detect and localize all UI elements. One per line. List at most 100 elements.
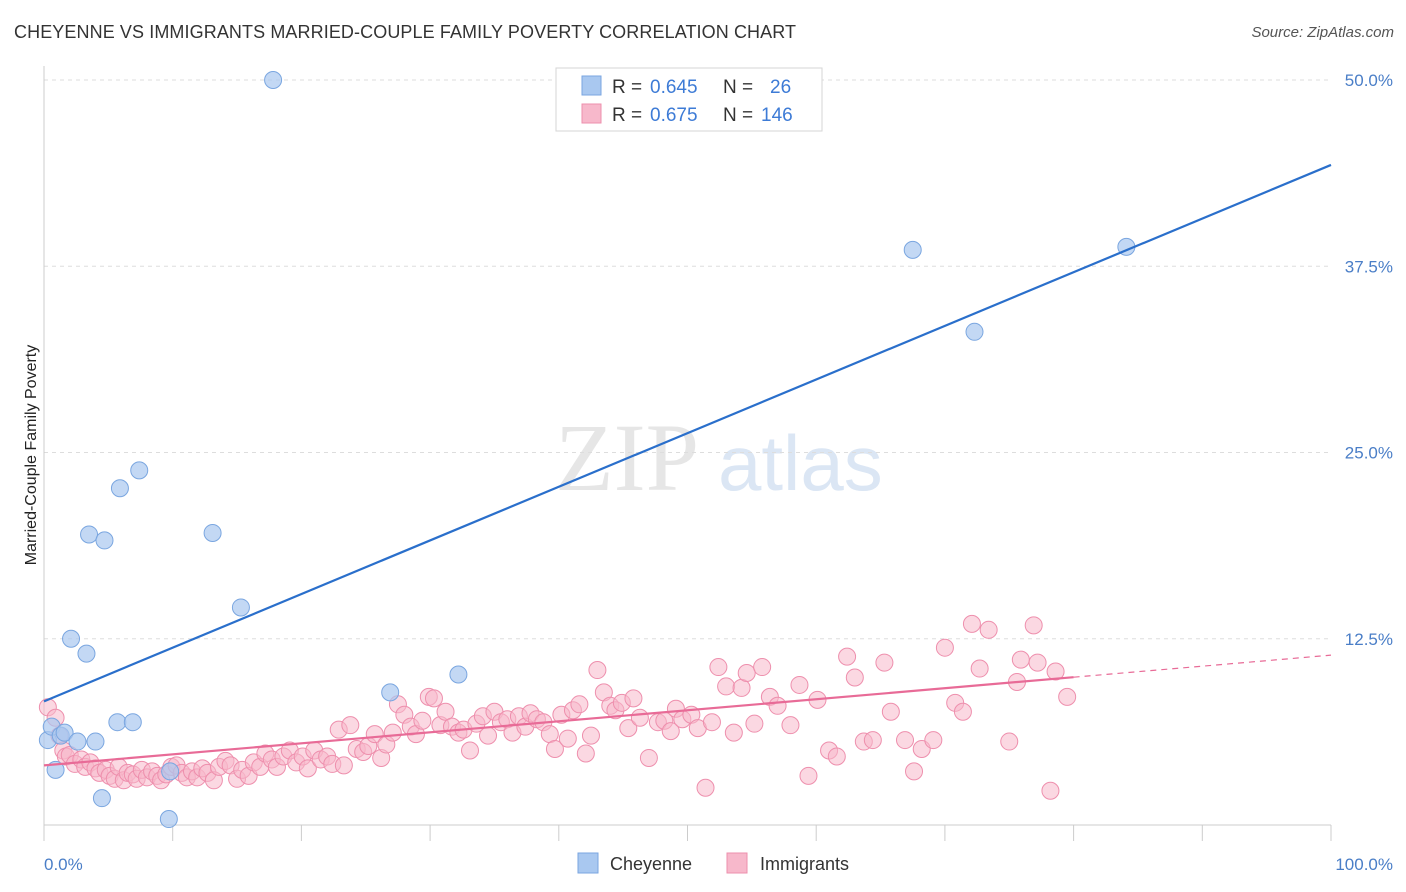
cheyenne-point-13: [110, 479, 129, 498]
cheyenne-point-8: [80, 525, 99, 544]
immigrants-point-56: [334, 756, 353, 775]
immigrants-point-137: [896, 731, 915, 750]
chart-title: CHEYENNE VS IMMIGRANTS MARRIED-COUPLE FA…: [14, 22, 797, 42]
immigrants-point-152: [1041, 781, 1060, 800]
correlation-legend: R = 0.645 N = 26 R = 0.675 N = 146: [555, 67, 823, 132]
immigrants-point-145: [970, 659, 989, 678]
cheyenne-point-18: [203, 523, 222, 542]
immigrants-point-50: [298, 759, 317, 778]
legend-n-label-immigrants: N =: [723, 105, 753, 126]
immigrants-point-77: [460, 741, 479, 760]
cheyenne-point-5: [62, 629, 81, 648]
immigrants-point-117: [717, 677, 736, 696]
cheyenne-point-7: [77, 644, 96, 663]
legend-swatch-immigrants: [581, 103, 602, 124]
immigrants-point-64: [383, 723, 402, 742]
bottom-legend-swatch-cheyenne: [577, 852, 599, 874]
immigrants-point-138: [905, 762, 924, 781]
immigrants-point-95: [570, 695, 589, 714]
bottom-legend-label-immigrants: Immigrants: [760, 854, 849, 874]
immigrants-point-144: [962, 614, 981, 633]
cheyenne-point-24: [965, 322, 984, 341]
immigrants-point-132: [845, 668, 864, 687]
immigrants-point-122: [753, 658, 772, 677]
immigrants-point-57: [341, 716, 360, 735]
immigrants-point-147: [1000, 732, 1019, 751]
cheyenne-point-9: [86, 732, 105, 751]
tick-labels: 12.5% 25.0% 37.5% 50.0% 0.0% 100.0%: [44, 71, 1393, 874]
grid-lines: [44, 79, 1331, 640]
immigrants-point-109: [661, 722, 680, 741]
legend-r-label-cheyenne: R =: [612, 77, 642, 98]
cheyenne-point-6: [68, 732, 87, 751]
cheyenne-point-22: [449, 665, 468, 684]
immigrants-point-120: [737, 664, 756, 683]
cheyenne-point-21: [381, 683, 400, 702]
immigrants-point-125: [781, 716, 800, 735]
immigrants-point-121: [745, 714, 764, 733]
x-tick-label-0: 0.0%: [44, 855, 83, 874]
cheyenne-point-10: [92, 789, 111, 808]
immigrants-point-150: [1024, 616, 1043, 635]
immigrants-point-136: [881, 702, 900, 721]
immigrants-point-149: [1011, 650, 1030, 669]
immigrants-point-80: [479, 726, 498, 745]
immigrants-point-93: [558, 729, 577, 748]
legend-n-value-cheyenne: 26: [770, 77, 791, 98]
series-legend: Cheyenne Immigrants: [577, 852, 849, 874]
cheyenne-point-12: [108, 713, 127, 732]
legend-n-value-immigrants: 146: [761, 105, 793, 126]
immigrants-trend-line: [43, 676, 1074, 767]
legend-n-label-cheyenne: N =: [723, 77, 753, 98]
cheyenne-trend-line: [43, 163, 1332, 703]
legend-r-value-cheyenne: 0.645: [650, 77, 698, 98]
immigrants-points: [38, 614, 1077, 800]
immigrants-point-105: [630, 708, 649, 727]
cheyenne-point-17: [161, 762, 180, 781]
immigrants-point-126: [790, 675, 809, 694]
y-tick-label-2: 37.5%: [1345, 257, 1393, 276]
immigrants-point-91: [545, 740, 564, 759]
immigrants-point-124: [768, 696, 787, 715]
immigrants-point-154: [1058, 687, 1077, 706]
watermark-atlas: atlas: [718, 419, 883, 507]
cheyenne-point-20: [264, 71, 283, 89]
immigrants-trend-extension: [1073, 654, 1332, 678]
y-tick-label-1: 25.0%: [1345, 444, 1393, 463]
immigrants-point-115: [702, 713, 721, 732]
immigrants-point-130: [827, 747, 846, 766]
cheyenne-point-15: [130, 461, 149, 480]
immigrants-point-118: [724, 723, 743, 742]
immigrants-point-140: [924, 731, 943, 750]
cheyenne-point-16: [159, 810, 178, 829]
legend-swatch-cheyenne: [581, 75, 602, 96]
legend-r-label-immigrants: R =: [612, 105, 642, 126]
trend-lines: [43, 163, 1332, 767]
immigrants-point-131: [838, 647, 857, 666]
immigrants-point-104: [624, 689, 643, 708]
immigrants-point-73: [436, 702, 455, 721]
x-tick-label-1: 100.0%: [1335, 855, 1393, 874]
cheyenne-point-4: [55, 723, 74, 742]
immigrants-point-103: [619, 719, 638, 738]
immigrants-point-153: [1046, 662, 1065, 681]
immigrants-point-71: [424, 689, 443, 708]
y-tick-label-3: 50.0%: [1345, 71, 1393, 90]
legend-r-value-immigrants: 0.675: [650, 105, 698, 126]
immigrants-point-141: [935, 638, 954, 657]
immigrants-point-135: [875, 653, 894, 672]
immigrants-point-114: [696, 778, 715, 797]
chart-source: Source: ZipAtlas.com: [1251, 24, 1394, 41]
axes: [43, 66, 1332, 841]
y-tick-label-0: 12.5%: [1345, 630, 1393, 649]
immigrants-point-146: [979, 620, 998, 639]
bottom-legend-label-cheyenne: Cheyenne: [610, 854, 692, 874]
cheyenne-point-19: [231, 598, 250, 617]
immigrants-point-69: [413, 711, 432, 730]
cheyenne-point-11: [95, 531, 114, 550]
immigrants-point-106: [639, 748, 658, 767]
immigrants-point-151: [1028, 653, 1047, 672]
immigrants-point-143: [953, 702, 972, 721]
immigrants-point-116: [709, 658, 728, 677]
